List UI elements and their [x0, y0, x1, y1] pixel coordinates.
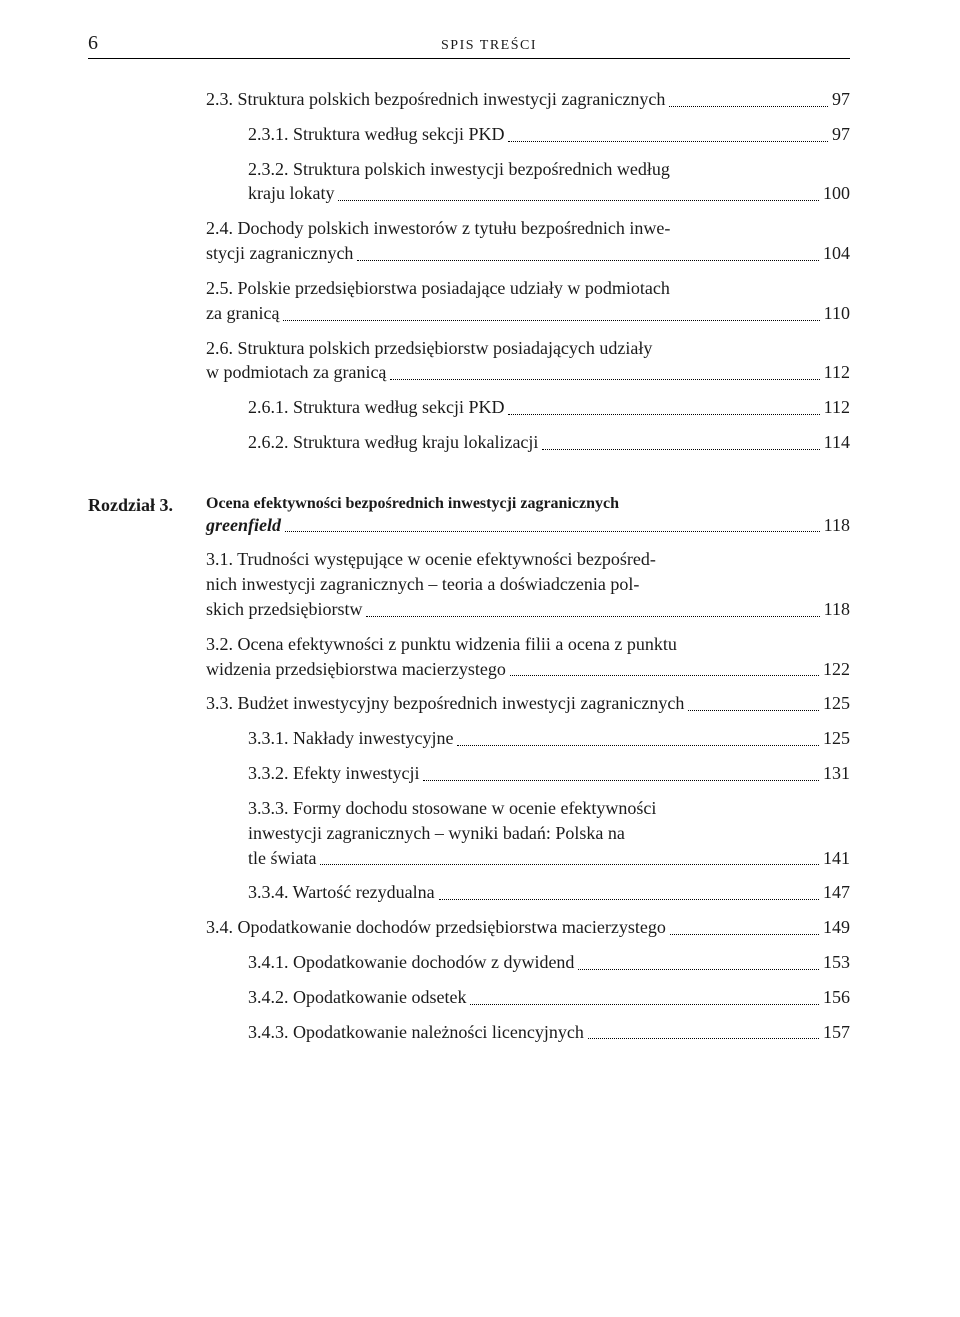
toc-page: 125 — [823, 726, 850, 751]
toc-text-line: nich inwestycji zagranicznych – teoria a… — [206, 572, 850, 597]
toc-text-line: tle świata — [248, 846, 316, 871]
leader-dots — [357, 260, 819, 261]
toc-entry: 2.6. Struktura polskich przedsiębiorstw … — [206, 336, 850, 386]
toc-page: 97 — [832, 122, 850, 147]
toc-page: 112 — [824, 360, 850, 385]
toc-page: 153 — [823, 950, 850, 975]
toc-text-line: 2.4. Dochody polskich inwestorów z tytuł… — [206, 216, 850, 241]
leader-dots — [423, 780, 819, 781]
toc-page: 125 — [823, 691, 850, 716]
toc-text-line: 2.5. Polskie przedsiębiorstwa posiadając… — [206, 276, 850, 301]
leader-dots — [390, 379, 819, 380]
toc-entry: 3.3. Budżet inwestycyjny bezpośrednich i… — [206, 691, 850, 716]
toc-entry: 2.3.2. Struktura polskich inwestycji bez… — [248, 157, 850, 207]
leader-dots — [588, 1038, 819, 1039]
toc-entry: 3.3.2. Efekty inwestycji 131 — [248, 761, 850, 786]
leader-dots — [578, 969, 819, 970]
toc-page: 114 — [824, 430, 850, 455]
toc-page: 131 — [823, 761, 850, 786]
leader-dots — [470, 1004, 819, 1005]
toc-entry: 3.4.2. Opodatkowanie odsetek 156 — [248, 985, 850, 1010]
leader-dots — [510, 675, 819, 676]
leader-dots — [542, 449, 819, 450]
toc-text: 3.3.2. Efekty inwestycji — [248, 761, 419, 786]
toc-page: 141 — [823, 846, 850, 871]
toc-text-line: 2.6. Struktura polskich przedsiębiorstw … — [206, 336, 850, 361]
toc-text-line: 3.1. Trudności występujące w ocenie efek… — [206, 547, 850, 572]
chapter-title-line: Ocena efektywności bezpośrednich inwesty… — [206, 495, 850, 513]
toc-text: 3.4.3. Opodatkowanie należności licencyj… — [248, 1020, 584, 1045]
toc-entry: 2.6.1. Struktura według sekcji PKD 112 — [248, 395, 850, 420]
toc-page: 157 — [823, 1020, 850, 1045]
leader-dots — [439, 899, 819, 900]
toc-page: 104 — [823, 241, 850, 266]
toc-text-line: za granicą — [206, 301, 279, 326]
toc-entry: 2.5. Polskie przedsiębiorstwa posiadając… — [206, 276, 850, 326]
toc-text: 3.3.4. Wartość rezydualna — [248, 880, 435, 905]
toc-entry: 3.3.3. Formy dochodu stosowane w ocenie … — [248, 796, 850, 870]
toc-entry: 2.3. Struktura polskich bezpośrednich in… — [206, 87, 850, 112]
toc-text-line: 2.3.2. Struktura polskich inwestycji bez… — [248, 157, 850, 182]
leader-dots — [320, 864, 819, 865]
toc-page: 112 — [824, 395, 850, 420]
toc-text: 3.4. Opodatkowanie dochodów przedsiębior… — [206, 915, 666, 940]
leader-dots — [285, 531, 820, 532]
toc-text: 3.4.1. Opodatkowanie dochodów z dywidend — [248, 950, 574, 975]
toc-text-line: 3.3.3. Formy dochodu stosowane w ocenie … — [248, 796, 850, 821]
toc-page: 110 — [824, 301, 850, 326]
toc-page: 149 — [823, 915, 850, 940]
toc-section-continued: 2.3. Struktura polskich bezpośrednich in… — [206, 87, 850, 455]
toc-entry: 3.2. Ocena efektywności z punktu widzeni… — [206, 632, 850, 682]
toc-text: 3.3.1. Nakłady inwestycyjne — [248, 726, 453, 751]
toc-entry: 3.1. Trudności występujące w ocenie efek… — [206, 547, 850, 621]
toc-page: 118 — [824, 597, 850, 622]
page: 6 SPIS TREŚCI 2.3. Struktura polskich be… — [0, 0, 960, 1317]
toc-text-line: skich przedsiębiorstw — [206, 597, 362, 622]
toc-text-line: 3.2. Ocena efektywności z punktu widzeni… — [206, 632, 850, 657]
toc-text-line: inwestycji zagranicznych – wyniki badań:… — [248, 821, 850, 846]
running-head: 6 SPIS TREŚCI — [88, 32, 850, 59]
leader-dots — [508, 414, 819, 415]
leader-dots — [338, 200, 819, 201]
toc-page: 97 — [832, 87, 850, 112]
toc-entry: 3.4. Opodatkowanie dochodów przedsiębior… — [206, 915, 850, 940]
toc-entry: 2.3.1. Struktura według sekcji PKD 97 — [248, 122, 850, 147]
toc-entry: 3.3.1. Nakłady inwestycyjne 125 — [248, 726, 850, 751]
running-title: SPIS TREŚCI — [128, 38, 850, 54]
toc-text-line: widzenia przedsiębiorstwa macierzystego — [206, 657, 506, 682]
chapter-title-italic: greenfield — [206, 513, 281, 537]
page-number: 6 — [88, 32, 128, 55]
chapter-label: Rozdział 3. — [88, 495, 206, 537]
toc-text: 2.6.1. Struktura według sekcji PKD — [248, 395, 504, 420]
toc-entry: 3.4.1. Opodatkowanie dochodów z dywidend… — [248, 950, 850, 975]
toc-page: 100 — [823, 181, 850, 206]
toc-chapter-heading: Rozdział 3. Ocena efektywności bezpośred… — [88, 495, 850, 537]
toc-entry: 3.4.3. Opodatkowanie należności licencyj… — [248, 1020, 850, 1045]
toc-page: 156 — [823, 985, 850, 1010]
toc-text: 3.4.2. Opodatkowanie odsetek — [248, 985, 466, 1010]
toc-text-line: kraju lokaty — [248, 181, 334, 206]
leader-dots — [669, 106, 828, 107]
toc-text-line: stycji zagranicznych — [206, 241, 353, 266]
leader-dots — [508, 141, 828, 142]
toc-text-line: w podmiotach za granicą — [206, 360, 386, 385]
leader-dots — [670, 934, 819, 935]
toc-text: 2.3.1. Struktura według sekcji PKD — [248, 122, 504, 147]
toc-page: 147 — [823, 880, 850, 905]
toc-text: 2.6.2. Struktura według kraju lokalizacj… — [248, 430, 538, 455]
leader-dots — [457, 745, 819, 746]
toc-text: 3.3. Budżet inwestycyjny bezpośrednich i… — [206, 691, 684, 716]
toc-text: 2.3. Struktura polskich bezpośrednich in… — [206, 87, 665, 112]
leader-dots — [688, 710, 819, 711]
toc-entry: 2.6.2. Struktura według kraju lokalizacj… — [248, 430, 850, 455]
leader-dots — [283, 320, 819, 321]
leader-dots — [366, 616, 819, 617]
toc-chapter-entries: 3.1. Trudności występujące w ocenie efek… — [206, 547, 850, 1044]
toc-page: 118 — [824, 513, 850, 537]
toc-entry: 2.4. Dochody polskich inwestorów z tytuł… — [206, 216, 850, 266]
toc-page: 122 — [823, 657, 850, 682]
toc-entry: 3.3.4. Wartość rezydualna 147 — [248, 880, 850, 905]
